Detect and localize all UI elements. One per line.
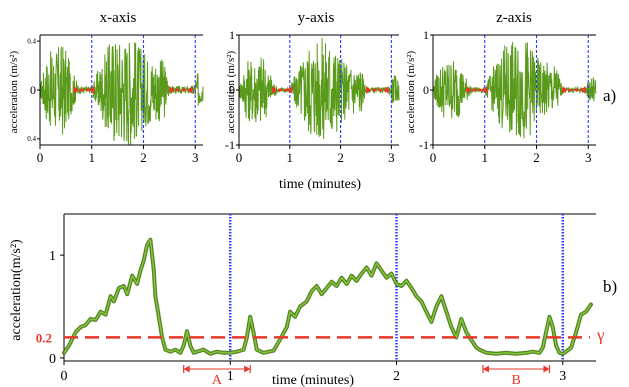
x-tick-label: 0 (430, 150, 437, 165)
segment-arrow-left (562, 86, 568, 94)
signal-line (39, 42, 204, 145)
y-tick-label: 0 (30, 83, 36, 97)
x-tick-label: 2 (337, 150, 344, 165)
chart-title: z-axis (496, 10, 532, 26)
chart-title: x-axis (100, 10, 137, 26)
panel-label-b: b) (603, 277, 617, 296)
segment-arrow-left (73, 86, 79, 94)
y-tick-label: 0 (229, 83, 235, 97)
segment-arrow-left (183, 365, 190, 373)
segment-arrow-right (543, 365, 550, 373)
thresholded-magnitude-chart: acceleration(m/s²) time (minutes) 0.2 γ 0 1… (9, 213, 605, 387)
y-tick-label: 1 (423, 28, 429, 42)
segment-arrow-right (580, 86, 586, 94)
signal-line (238, 37, 400, 140)
y-axis-chart: y-axis acceleration (m/s²) time (minutes… (225, 10, 400, 192)
segment-label: B (512, 373, 521, 387)
signal-line (432, 41, 597, 139)
x-tick-label: 3 (559, 369, 566, 384)
segment-arrow-right (89, 86, 95, 94)
x-tick-label: 1 (287, 150, 294, 165)
segment-arrow-left (365, 86, 371, 94)
z-axis-chart: z-axis acceleration (m/s²) 0 1 2 310-1 (405, 10, 597, 165)
x-tick-label: 1 (227, 369, 234, 384)
segment-arrow-left (482, 365, 489, 373)
x-tick-label: 2 (393, 369, 400, 384)
magnitude-line-highlight (63, 239, 592, 355)
y-tick-label: -1 (419, 138, 429, 152)
x-tick-label: 2 (533, 150, 540, 165)
x-tick-label: 2 (140, 150, 147, 165)
panel-label-a: a) (603, 86, 616, 105)
segment-arrow-left (466, 86, 472, 94)
x-tick-label: 0 (37, 150, 44, 165)
segment-arrow-left (169, 86, 175, 94)
y-axis-label: acceleration (m/s²) (8, 50, 20, 133)
y-tick-label: 0 (49, 352, 56, 367)
segment-arrow-right (482, 86, 488, 94)
x-tick-label: 3 (388, 150, 395, 165)
y-tick-label: 1 (49, 249, 56, 264)
y-tick-label: 0.4 (27, 135, 36, 143)
segment-arrow-right (244, 365, 251, 373)
x-axis-label: time (minutes) (272, 373, 354, 387)
y-axis-label: acceleration(m/s²) (9, 239, 24, 341)
y-tick-label: 0.4 (27, 37, 36, 45)
y-axis-label: acceleration (m/s²) (405, 50, 417, 133)
segment-arrow-left (272, 86, 278, 94)
x-tick-label: 1 (481, 150, 488, 165)
threshold-symbol: γ (596, 325, 605, 344)
segment-arrow-right (287, 86, 293, 94)
threshold-label: 0.2 (36, 330, 52, 345)
y-tick-label: 1 (229, 28, 235, 42)
y-tick-label: -1 (225, 138, 235, 152)
x-tick-label: 0 (61, 369, 68, 384)
y-axis-label: acceleration (m/s²) (225, 50, 237, 133)
y-tick-label: 0 (423, 83, 429, 97)
chart-title: y-axis (298, 10, 335, 26)
x-axis-chart: x-axis acceleration (m/s²) 0 1 2 30.400.4 (8, 10, 204, 165)
x-tick-label: 3 (585, 150, 592, 165)
segment-label: A (212, 373, 223, 387)
x-tick-label: 3 (192, 150, 199, 165)
x-tick-label: 1 (88, 150, 95, 165)
x-axis-label: time (minutes) (279, 177, 361, 192)
segment-arrow-right (383, 86, 389, 94)
segment-arrow-right (187, 86, 193, 94)
x-tick-label: 0 (236, 150, 243, 165)
